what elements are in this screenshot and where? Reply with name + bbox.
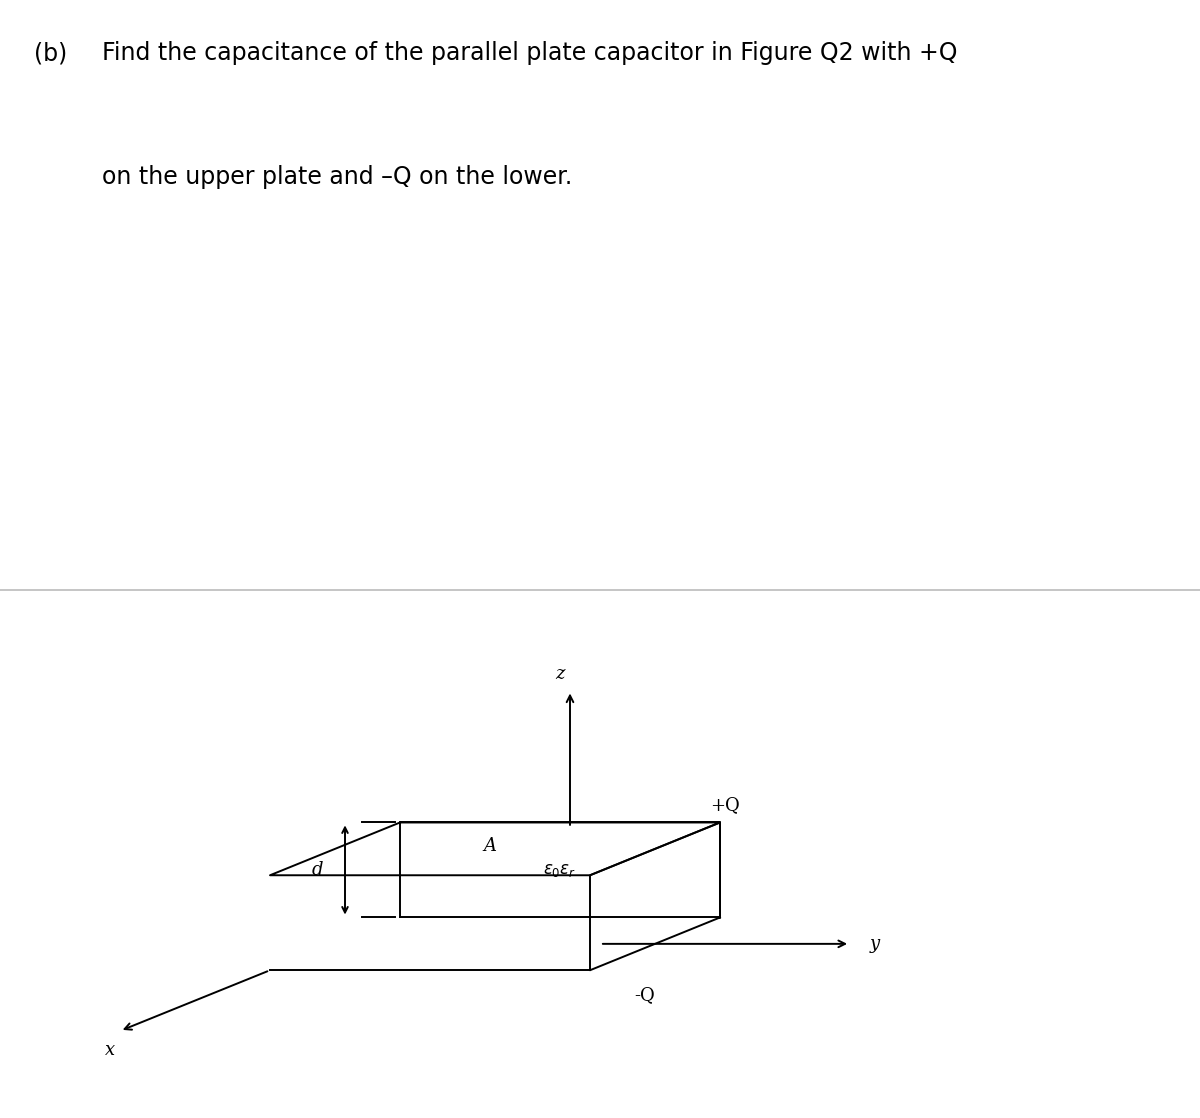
Text: -Q: -Q <box>635 986 655 1004</box>
Text: y: y <box>870 935 880 953</box>
Text: z: z <box>556 664 565 683</box>
Text: (b): (b) <box>34 41 67 65</box>
Text: d: d <box>311 861 323 879</box>
Text: x: x <box>104 1042 115 1060</box>
Text: +Q: +Q <box>710 796 739 815</box>
Text: A: A <box>484 837 497 855</box>
Text: Find the capacitance of the parallel plate capacitor in Figure Q2 with +Q: Find the capacitance of the parallel pla… <box>102 41 958 65</box>
Text: on the upper plate and –Q on the lower.: on the upper plate and –Q on the lower. <box>102 165 572 189</box>
Text: $\epsilon_0\epsilon_r$: $\epsilon_0\epsilon_r$ <box>544 861 577 879</box>
